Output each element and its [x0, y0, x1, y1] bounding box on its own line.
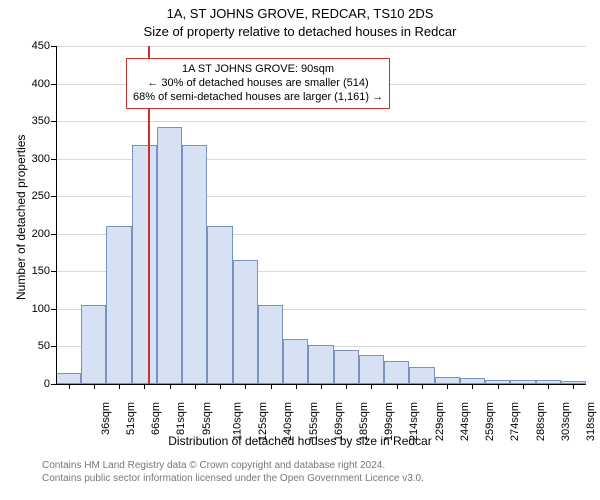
chart-title: 1A, ST JOHNS GROVE, REDCAR, TS10 2DS	[0, 6, 600, 21]
y-tick-label: 100	[16, 303, 50, 315]
histogram-bar	[81, 305, 106, 384]
chart-subtitle: Size of property relative to detached ho…	[0, 24, 600, 39]
footer-line-2: Contains public sector information licen…	[42, 473, 424, 486]
x-tick-label: 36sqm	[100, 402, 112, 435]
x-tick-label: 81sqm	[175, 402, 187, 435]
y-tick-label: 400	[16, 78, 50, 90]
plot-area: 05010015020025030035040045036sqm51sqm66s…	[56, 46, 586, 384]
histogram-bar	[233, 260, 258, 384]
gridline	[56, 46, 586, 47]
x-axis	[56, 384, 586, 385]
gridline	[56, 121, 586, 122]
annotation-box: 1A ST JOHNS GROVE: 90sqm← 30% of detache…	[126, 58, 390, 109]
y-tick-label: 300	[16, 153, 50, 165]
y-axis	[56, 46, 57, 384]
x-axis-label: Distribution of detached houses by size …	[0, 434, 600, 448]
y-tick-label: 150	[16, 265, 50, 277]
y-tick-label: 200	[16, 228, 50, 240]
histogram-bar	[384, 361, 409, 384]
footer-line-1: Contains HM Land Registry data © Crown c…	[42, 460, 424, 473]
y-tick-label: 0	[16, 378, 50, 390]
x-tick-label: 66sqm	[150, 402, 162, 435]
histogram-bar	[132, 145, 157, 384]
histogram-bar	[334, 350, 359, 384]
x-tick-label: 95sqm	[201, 402, 213, 435]
histogram-bar	[359, 355, 384, 384]
histogram-bar	[157, 127, 182, 384]
histogram-bar	[207, 226, 232, 384]
histogram-bar	[409, 367, 434, 384]
x-tick-label: 51sqm	[125, 402, 137, 435]
y-tick-label: 250	[16, 190, 50, 202]
footer-attribution: Contains HM Land Registry data © Crown c…	[42, 460, 424, 485]
annotation-line-3: 68% of semi-detached houses are larger (…	[133, 91, 383, 105]
histogram-bar	[258, 305, 283, 384]
histogram-bar	[308, 345, 333, 384]
histogram-bar	[56, 373, 81, 384]
annotation-line-1: 1A ST JOHNS GROVE: 90sqm	[133, 63, 383, 77]
histogram-bar	[435, 377, 460, 385]
y-tick-label: 50	[16, 340, 50, 352]
histogram-bar	[283, 339, 308, 384]
histogram-bar	[182, 145, 207, 384]
annotation-line-2: ← 30% of detached houses are smaller (51…	[133, 77, 383, 91]
y-tick-label: 450	[16, 40, 50, 52]
y-tick-label: 350	[16, 115, 50, 127]
histogram-bar	[106, 226, 131, 384]
